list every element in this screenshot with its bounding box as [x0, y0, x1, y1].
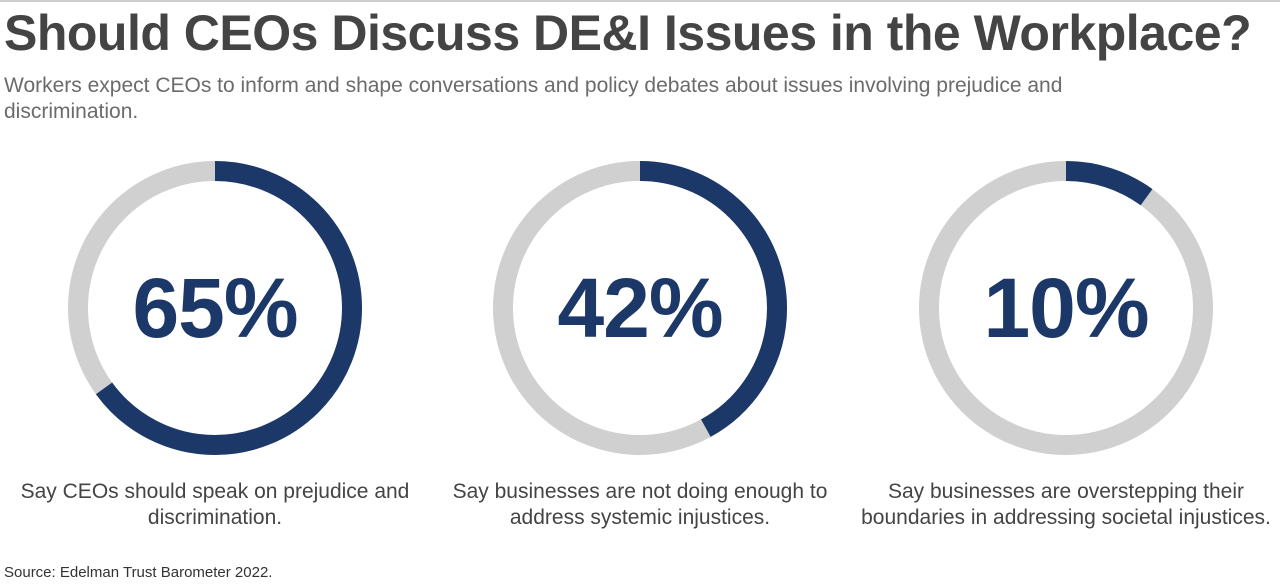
top-rule — [0, 0, 1280, 2]
donut-arc-2 — [493, 161, 787, 455]
donut-svg-1 — [68, 161, 362, 455]
donut-caption-3: Say businesses are overstepping their bo… — [861, 480, 1271, 529]
donut-chart-3: 10% — [916, 158, 1216, 458]
donut-value-1: 65% — [132, 260, 298, 355]
donut-svg-3 — [919, 161, 1213, 455]
donut-arc-3 — [919, 161, 1213, 455]
page-subtitle: Workers expect CEOs to inform and shape … — [4, 74, 1063, 123]
page-title: Should CEOs Discuss DE&I Issues in the W… — [4, 5, 1252, 61]
donut-caption-2: Say businesses are not doing enough to a… — [452, 480, 828, 529]
donut-caption-1: Say CEOs should speak on prejudice and d… — [20, 480, 410, 529]
donut-value-2: 42% — [557, 260, 723, 355]
donut-svg-2 — [493, 161, 787, 455]
donut-chart-1: 65% — [65, 158, 365, 458]
source-note: Source: Edelman Trust Barometer 2022. — [4, 564, 273, 581]
donut-value-3: 10% — [983, 260, 1149, 355]
donut-arc-1 — [68, 161, 362, 455]
donut-chart-2: 42% — [490, 158, 790, 458]
